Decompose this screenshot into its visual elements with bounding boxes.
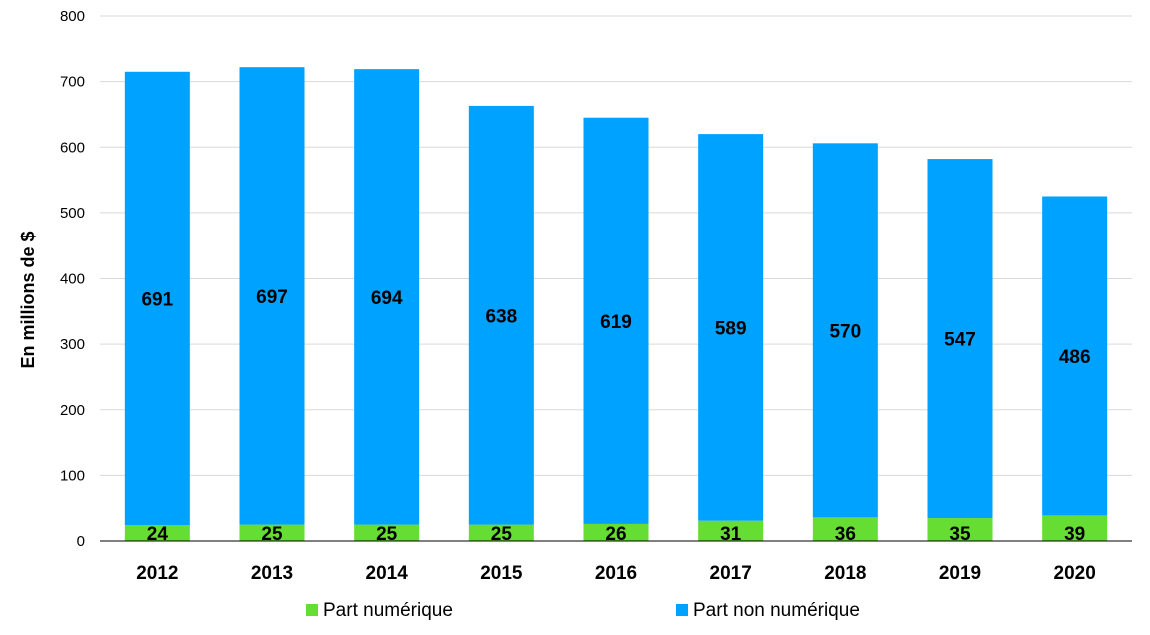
data-label: 694	[371, 288, 403, 309]
legend-swatch	[306, 604, 318, 616]
legend-label: Part numérique	[323, 600, 453, 621]
data-label: 24	[147, 524, 169, 545]
bar-segment-numerique	[124, 525, 190, 541]
data-label: 697	[256, 287, 288, 308]
bar-segment-non-numerique	[124, 71, 190, 526]
data-label: 25	[491, 524, 513, 545]
legend: Part numérique Part non numérique	[306, 600, 860, 621]
y-tick-label: 700	[60, 74, 85, 91]
y-tick-label: 100	[60, 467, 85, 484]
data-label: 36	[835, 524, 856, 545]
bar-segment-numerique	[1042, 515, 1108, 541]
bar-segment-numerique	[468, 524, 534, 541]
bar-segment-numerique	[239, 524, 305, 541]
x-tick-label: 2015	[480, 563, 523, 584]
data-label: 570	[829, 321, 861, 342]
data-label: 638	[485, 306, 517, 327]
data-label: 619	[600, 312, 632, 333]
bar-segment-numerique	[927, 518, 993, 541]
data-label: 39	[1064, 524, 1085, 545]
bar-segment-numerique	[812, 517, 878, 541]
y-tick-label: 0	[77, 533, 85, 550]
bar-segment-non-numerique	[812, 143, 878, 518]
data-label: 25	[376, 524, 398, 545]
x-tick-label: 2019	[939, 563, 981, 584]
y-tick-label: 500	[60, 205, 85, 222]
x-tick-label: 2012	[136, 563, 178, 584]
data-label: 486	[1059, 347, 1091, 368]
bars	[124, 67, 1108, 541]
y-tick-label: 600	[60, 139, 85, 156]
bar-segment-non-numerique	[468, 105, 534, 525]
data-labels: 24 691 25 697 25 694 25 638 26 619 31 589 36 570 35 547…	[141, 287, 1090, 545]
bar-segment-numerique	[698, 520, 764, 541]
data-label: 589	[715, 318, 747, 339]
x-tick-label: 2013	[251, 563, 293, 584]
y-tick-label: 200	[60, 402, 85, 419]
bar-segment-non-numerique	[583, 117, 649, 524]
axes: 0 100 200 300 400 500 600 700 800 2012 2013 2014 201…	[60, 8, 1132, 584]
y-tick-label: 300	[60, 336, 85, 353]
x-tick-label: 2016	[595, 563, 637, 584]
y-tick-label: 800	[60, 8, 85, 25]
legend-label: Part non numérique	[693, 600, 860, 621]
bar-segment-non-numerique	[698, 134, 764, 521]
data-label: 31	[720, 524, 742, 545]
y-tick-label: 400	[60, 271, 85, 288]
x-tick-label: 2018	[824, 563, 866, 584]
x-tick-label: 2017	[710, 563, 752, 584]
data-label: 35	[949, 524, 971, 545]
bar-segment-numerique	[354, 524, 420, 541]
bar-segment-non-numerique	[354, 69, 420, 525]
x-tick-label: 2020	[1054, 563, 1096, 584]
y-axis-title: En millions de $	[18, 231, 38, 368]
bar-segment-numerique	[583, 523, 649, 541]
bar-segment-non-numerique	[927, 159, 993, 519]
legend-swatch	[676, 604, 688, 616]
data-label: 547	[944, 330, 976, 351]
x-tick-label: 2014	[366, 563, 409, 584]
data-label: 26	[605, 524, 626, 545]
bar-segment-non-numerique	[239, 67, 305, 525]
bar-segment-non-numerique	[1042, 196, 1108, 516]
data-label: 691	[141, 290, 173, 311]
data-label: 25	[261, 524, 283, 545]
